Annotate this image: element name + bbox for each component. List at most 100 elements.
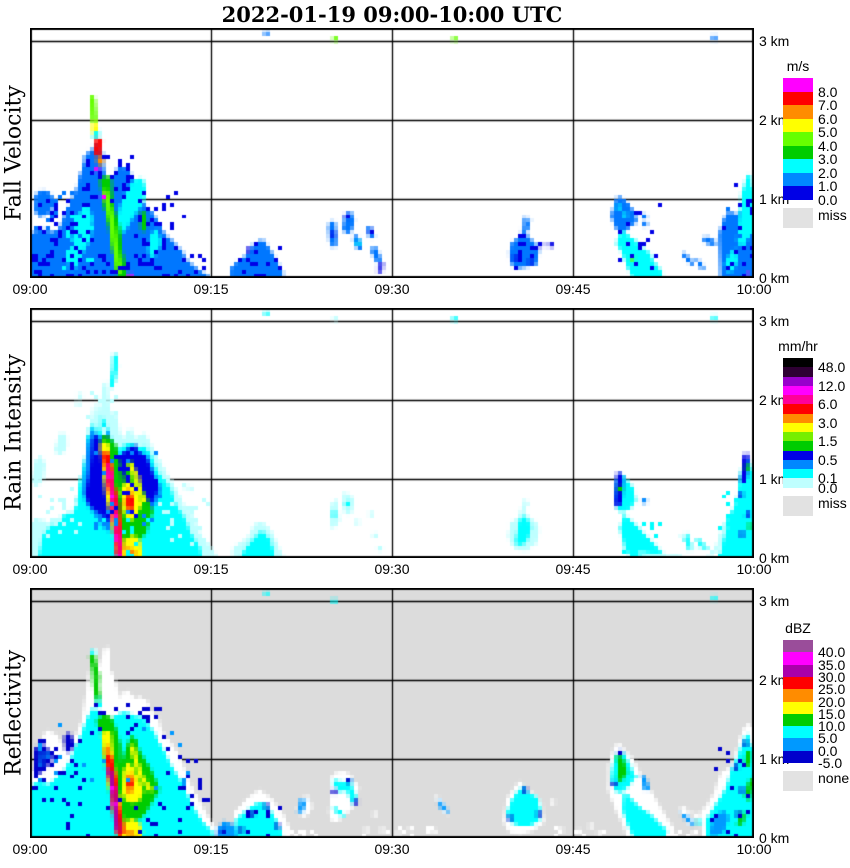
time-tick-label: 09:00 xyxy=(12,281,48,297)
fall-velocity-heatmap xyxy=(30,28,754,278)
colorbar-segment xyxy=(783,750,813,764)
time-tick-label: 09:45 xyxy=(555,281,591,297)
height-tick-label: 0 km xyxy=(759,270,790,286)
colorbar-segment xyxy=(783,432,813,442)
colorbar-value-label: 7.0 xyxy=(818,97,838,113)
height-tick-label: 1 km xyxy=(759,471,790,487)
height-tick-label: 2 km xyxy=(759,392,790,409)
panel-rain-intensity xyxy=(30,308,754,558)
colorbar-value-label: 15.0 xyxy=(818,705,846,722)
colorbar-segment xyxy=(783,413,813,424)
colorbar-value-label: 25.0 xyxy=(818,681,846,698)
colorbar-segment xyxy=(783,385,813,396)
colorbar-value-label: 30.0 xyxy=(818,668,846,685)
colorbar-segment xyxy=(783,78,813,92)
colorbar-segment xyxy=(783,459,813,470)
colorbar-segment xyxy=(783,395,813,405)
time-tick-label: 09:45 xyxy=(555,841,591,857)
time-tick-label: 09:30 xyxy=(374,281,410,297)
colorbar-value-label: 12.0 xyxy=(818,377,846,394)
time-tick-label: 09:30 xyxy=(374,561,410,577)
figure-title: 2022-01-19 09:00-10:00 UTC xyxy=(221,2,563,27)
time-tick-label: 10:00 xyxy=(736,841,772,857)
height-tick-label: 1 km xyxy=(759,751,790,767)
panel-label-reflectivity: Reflectivity xyxy=(1,649,27,777)
time-tick-label: 10:00 xyxy=(736,281,772,297)
height-tick-label: 3 km xyxy=(759,593,790,610)
time-tick-label: 09:45 xyxy=(555,561,591,577)
colorbar-value-label: 1.5 xyxy=(818,433,838,450)
time-tick-label: 09:00 xyxy=(12,841,48,857)
panel-label-rain-intensity: Rain Intensity xyxy=(1,354,27,512)
colorbar-missing-box xyxy=(783,496,813,516)
colorbar-segment xyxy=(783,664,813,678)
colorbar-segment xyxy=(783,726,813,739)
colorbar-segment xyxy=(783,713,813,727)
colorbar-segment xyxy=(783,91,813,106)
colorbar-segment xyxy=(783,376,813,387)
colorbar-value-label: -5.0 xyxy=(818,755,843,771)
colorbar-value-label: 0.5 xyxy=(818,451,838,468)
colorbar-value-label: 3.0 xyxy=(818,151,838,167)
time-tick-label: 09:00 xyxy=(12,561,48,577)
colorbar-value-label: 6.0 xyxy=(818,110,838,127)
colorbar-value-label: 4.0 xyxy=(818,137,838,154)
colorbar-missing-box xyxy=(783,771,813,791)
colorbar-value-label: 0.0 xyxy=(818,191,838,208)
colorbar-missing-box xyxy=(783,208,813,228)
height-tick-label: 3 km xyxy=(759,313,790,330)
colorbar-segment xyxy=(783,132,813,146)
colorbar-value-label: 5.0 xyxy=(818,730,838,747)
colorbar-segment xyxy=(783,676,813,690)
colorbar-value-label: 1.0 xyxy=(818,178,838,194)
colorbar-segment xyxy=(783,738,813,752)
colorbar-segment xyxy=(783,478,813,488)
time-tick-label: 09:30 xyxy=(374,841,410,857)
time-tick-label: 09:15 xyxy=(193,281,229,297)
colorbar-segment xyxy=(783,105,813,119)
colorbar-missing-label: none xyxy=(818,770,850,786)
colorbar-value-label: 0.0 xyxy=(818,479,838,496)
colorbar-value-label: 48.0 xyxy=(818,359,846,376)
panel-label-fall-velocity: Fall Velocity xyxy=(1,85,27,221)
colorbar-segment xyxy=(783,469,813,479)
time-tick-label: 09:15 xyxy=(193,561,229,577)
colorbar-value-label: 10.0 xyxy=(818,718,846,735)
colorbar-segment xyxy=(783,358,813,368)
colorbar-title: m/s xyxy=(786,58,810,74)
panel-fall-velocity xyxy=(30,28,754,278)
colorbar-value-label: 20.0 xyxy=(818,693,846,710)
colorbar-segment xyxy=(783,118,813,133)
colorbar-value-label: 3.0 xyxy=(818,414,838,431)
height-tick-label: 2 km xyxy=(759,112,790,129)
panel-reflectivity xyxy=(30,588,754,838)
colorbar-segment xyxy=(783,640,813,653)
colorbar-value-label: 2.0 xyxy=(818,164,838,181)
height-tick-label: 0 km xyxy=(759,830,790,846)
reflectivity-heatmap xyxy=(30,588,754,838)
height-tick-label: 1 km xyxy=(759,191,790,207)
colorbar-value-label: 5.0 xyxy=(818,124,838,140)
rain-intensity-heatmap xyxy=(30,308,754,558)
colorbar-value-label: 40.0 xyxy=(818,644,846,661)
colorbar-title: mm/hr xyxy=(778,338,818,354)
colorbar-value-label: 8.0 xyxy=(818,83,838,100)
colorbar-segment xyxy=(783,367,813,377)
colorbar-value-label: 0.0 xyxy=(818,742,838,759)
time-tick-label: 09:15 xyxy=(193,841,229,857)
colorbar-segment xyxy=(783,186,813,200)
height-tick-label: 3 km xyxy=(759,33,790,50)
colorbar-value-label: 6.0 xyxy=(818,396,838,413)
colorbar-segment xyxy=(783,441,813,451)
height-tick-label: 2 km xyxy=(759,672,790,689)
time-tick-label: 10:00 xyxy=(736,561,772,577)
colorbar-value-label: 0.1 xyxy=(818,470,838,487)
colorbar-title: dBZ xyxy=(785,620,811,636)
colorbar-segment xyxy=(783,450,813,461)
colorbar-segment xyxy=(783,159,813,173)
colorbar-segment xyxy=(783,689,813,702)
colorbar-segment xyxy=(783,172,813,187)
colorbar-segment xyxy=(783,652,813,666)
colorbar-segment xyxy=(783,404,813,414)
